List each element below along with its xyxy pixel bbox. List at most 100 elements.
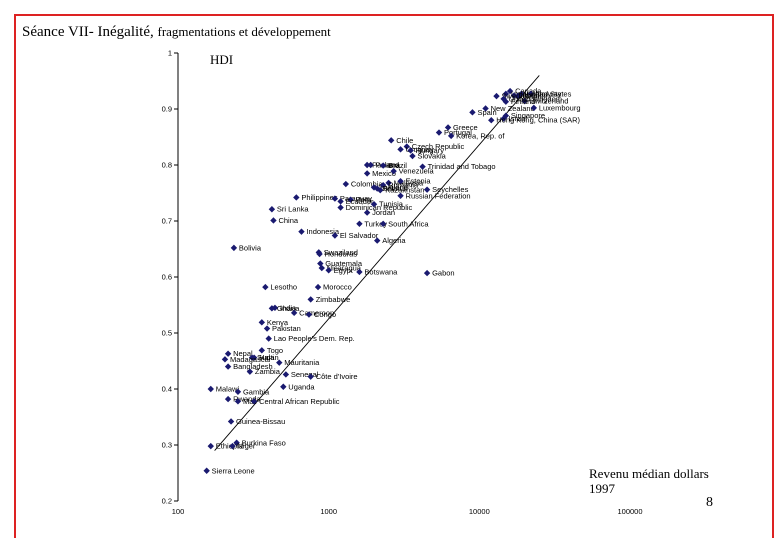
data-point <box>224 350 232 357</box>
data-point-label: Kazakhstan <box>385 186 424 195</box>
y-tick-label: 0.5 <box>162 329 172 338</box>
data-point <box>363 209 371 216</box>
data-point <box>276 359 283 366</box>
data-point-label: Finland <box>511 97 536 106</box>
data-point-label: Sierra Leone <box>212 466 255 475</box>
data-point <box>258 319 266 326</box>
data-point-label: Uruguay <box>406 145 435 154</box>
data-point-label: Algeria <box>382 236 406 245</box>
data-point <box>514 92 521 100</box>
data-point-label: Congo <box>314 310 336 319</box>
data-point-label: Guinea-Bissau <box>236 417 285 426</box>
data-point-label: Turkey <box>364 219 387 228</box>
data-point-label: Rwanda <box>233 395 261 404</box>
data-point <box>290 309 298 317</box>
data-point-label: Belarus <box>382 184 408 193</box>
data-point-label: Panama <box>372 161 401 170</box>
data-point-label: Jordan <box>372 208 395 217</box>
data-point <box>488 117 495 124</box>
data-point <box>356 220 363 227</box>
data-point <box>379 181 387 189</box>
slide-title: Séance VII- Inégalité, fragmentations et… <box>22 24 331 41</box>
data-point <box>447 132 455 140</box>
data-point <box>374 185 381 192</box>
data-point-label: Zimbabwe <box>316 295 351 304</box>
data-point <box>250 398 258 405</box>
data-point <box>293 194 300 201</box>
data-point <box>230 244 238 252</box>
data-point <box>390 167 397 175</box>
data-point-label: Morocco <box>323 283 352 292</box>
x-axis-label: Revenu médian dollars 1997 <box>589 466 719 496</box>
data-point <box>530 104 538 112</box>
data-point-label: Senegal <box>291 370 319 379</box>
data-point-label: Indonesia <box>306 227 339 236</box>
data-point <box>385 179 392 187</box>
data-point <box>233 439 240 446</box>
data-point-label: Guatemala <box>325 259 363 268</box>
data-point-label: Mali <box>243 397 257 406</box>
data-point <box>506 87 514 95</box>
data-point-label: Central African Republic <box>259 397 340 406</box>
data-point <box>318 264 325 272</box>
data-point <box>367 161 374 169</box>
data-point-label: Estonia <box>406 177 432 186</box>
data-point-label: Ghana <box>277 304 300 313</box>
data-point <box>493 92 500 100</box>
data-point <box>342 180 350 188</box>
data-point-label: Madagascar <box>230 355 272 364</box>
slide-title-rest: fragmentations et développement <box>157 24 331 39</box>
slide-frame <box>14 14 774 538</box>
data-point-label: Portugal <box>444 128 472 137</box>
y-tick-label: 1 <box>168 49 172 58</box>
data-point <box>298 228 305 235</box>
data-point <box>263 325 271 332</box>
data-point-label: Romania <box>388 181 419 190</box>
data-point-label: Honduras <box>325 250 358 259</box>
data-point-label: Belgium <box>523 92 550 101</box>
data-point-label: Sudan <box>257 353 279 362</box>
data-point <box>423 186 431 193</box>
data-point <box>502 90 510 98</box>
y-tick-label: 0.4 <box>162 385 172 394</box>
data-point <box>227 418 235 425</box>
data-point-label: Paraguay <box>340 194 372 203</box>
data-point-label: Uganda <box>288 382 315 391</box>
data-point-label: Lesotho <box>270 283 297 292</box>
data-point-label: Haiti <box>259 353 274 362</box>
y-tick-label: 0.2 <box>162 497 172 506</box>
data-point <box>280 383 287 390</box>
y-tick-label: 0.6 <box>162 273 172 282</box>
data-point <box>314 283 322 291</box>
data-point <box>502 98 510 105</box>
data-point <box>407 147 414 154</box>
data-point <box>521 97 528 105</box>
data-point-label: Sweden <box>502 92 529 101</box>
data-point-label: Seychelles <box>432 185 469 194</box>
data-point <box>270 217 277 224</box>
data-point <box>423 269 431 277</box>
data-point <box>221 356 229 363</box>
data-point <box>234 398 242 405</box>
data-point-label: Israel <box>509 114 528 123</box>
data-point <box>265 335 272 342</box>
data-point-label: Mexico <box>372 169 396 178</box>
x-tick-label: 10000 <box>469 507 490 516</box>
data-point-label: Slovakia <box>417 152 446 161</box>
data-point <box>203 467 210 474</box>
data-point-label: El Salvador <box>340 231 379 240</box>
data-point-label: Nepal <box>233 349 253 358</box>
y-tick-label: 0.9 <box>162 105 172 114</box>
data-point-label: Botswana <box>364 267 398 276</box>
data-point-label: Lao People's Dem. Rep. <box>274 334 355 343</box>
data-point-label: Venezuela <box>399 167 435 176</box>
data-point-label: United Kingdom <box>509 94 562 103</box>
data-point-label: Tunisia <box>379 200 404 209</box>
data-point <box>397 192 404 199</box>
x-axis-label-line2: 1997 <box>589 481 615 496</box>
data-point <box>435 129 443 136</box>
data-point <box>370 201 378 208</box>
data-point-label: Korea, Rep. of <box>456 131 505 140</box>
